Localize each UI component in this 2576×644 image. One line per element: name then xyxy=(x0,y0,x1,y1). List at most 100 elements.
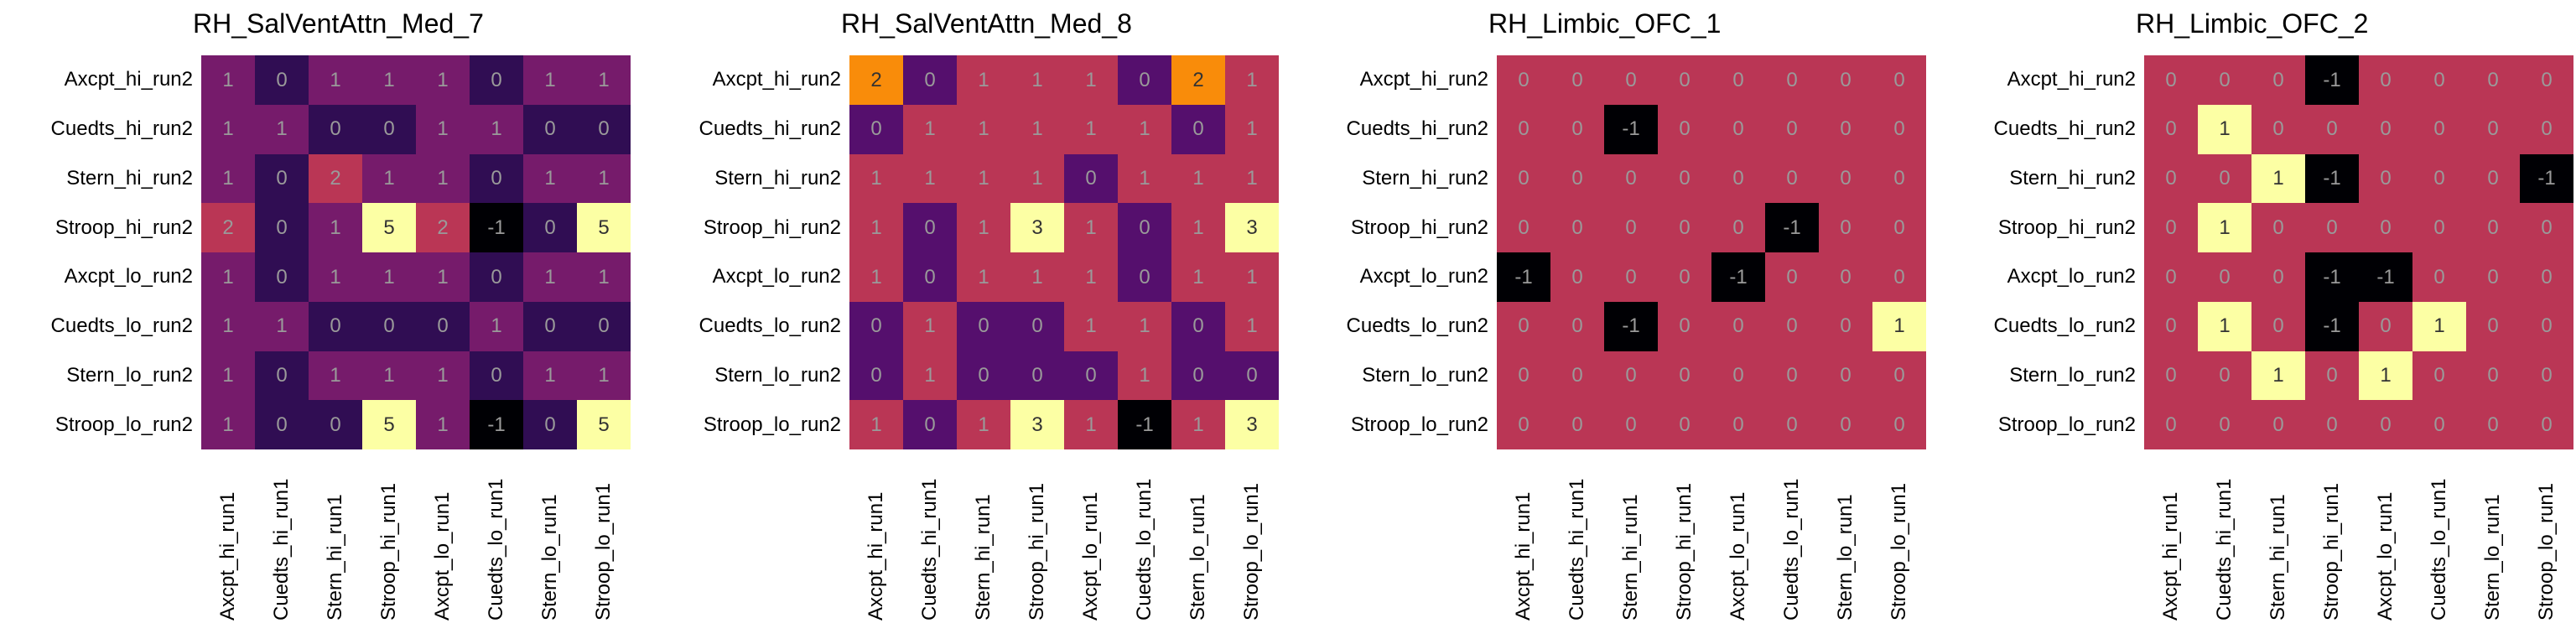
x-tick-label: Stern_lo_run1 xyxy=(538,494,561,621)
heatmap-cell: 1 xyxy=(957,55,1010,105)
heatmap-cell: 0 xyxy=(416,301,470,351)
heatmap-cell: 0 xyxy=(1497,55,1550,105)
x-tick-label: Stern_lo_run1 xyxy=(1834,494,1857,621)
heatmap-cell: -1 xyxy=(1604,301,1658,351)
y-tick-label: Cuedts_hi_run2 xyxy=(1346,117,1488,141)
heatmap-cell: 0 xyxy=(1604,153,1658,204)
heatmap-cell: 0 xyxy=(2466,55,2520,105)
heatmap-cell: 1 xyxy=(201,252,255,302)
heatmap-cell: 0 xyxy=(2198,351,2251,401)
heatmap-cell: 0 xyxy=(1872,153,1926,204)
heatmap-cell: 0 xyxy=(2520,203,2573,253)
heatmap-cell: 1 xyxy=(1064,203,1118,253)
heatmap-cell: 0 xyxy=(2144,55,2198,105)
x-tick-label: Stroop_hi_run1 xyxy=(1673,482,1696,621)
y-tick-label: Axcpt_hi_run2 xyxy=(64,68,193,91)
heatmap-cell: 2 xyxy=(1171,55,1225,105)
heatmap-cell: 1 xyxy=(2359,351,2412,401)
heatmap-cell: 0 xyxy=(1872,400,1926,450)
heatmap-cell: 0 xyxy=(1711,301,1765,351)
heatmap-cell: 0 xyxy=(1604,252,1658,302)
x-tick-label: Stern_hi_run1 xyxy=(324,494,346,621)
heatmap-cell: 0 xyxy=(1010,351,1064,401)
heatmap-cell: 0 xyxy=(577,104,631,154)
heatmap-cell: 1 xyxy=(255,301,309,351)
heatmap-cell: 3 xyxy=(1225,203,1279,253)
heatmap-cell: 0 xyxy=(523,104,577,154)
y-tick-label: Cuedts_lo_run2 xyxy=(1993,314,2136,338)
heatmap-cell: 0 xyxy=(1765,55,1819,105)
heatmap-cell: 0 xyxy=(1765,252,1819,302)
heatmap-cell: 1 xyxy=(1010,104,1064,154)
chart-title: RH_Limbic_OFC_1 xyxy=(1488,8,1722,39)
heatmap-cell: 0 xyxy=(1171,301,1225,351)
heatmap-cell: 5 xyxy=(577,203,631,253)
heatmap-cell: 0 xyxy=(1550,252,1604,302)
heatmap-cell: 1 xyxy=(1064,252,1118,302)
y-tick-label: Stroop_hi_run2 xyxy=(1350,216,1488,239)
heatmap-cell: 0 xyxy=(255,55,309,105)
heatmap-cell: 0 xyxy=(2412,252,2466,302)
heatmap-cell: 2 xyxy=(309,153,362,204)
heatmap-cell: 1 xyxy=(577,351,631,401)
heatmap-cell: 0 xyxy=(2520,351,2573,401)
heatmap-cell: 0 xyxy=(1550,153,1604,204)
heatmap-cell: 5 xyxy=(577,400,631,450)
x-tick-label: Axcpt_hi_run1 xyxy=(216,491,239,621)
heatmap-cell: 1 xyxy=(1225,153,1279,204)
y-tick-label: Stern_hi_run2 xyxy=(1362,166,1488,190)
heatmap-cell: 1 xyxy=(309,252,362,302)
y-tick-label: Axcpt_hi_run2 xyxy=(2007,68,2136,91)
heatmap-cell: 0 xyxy=(2466,104,2520,154)
heatmap-cell: -1 xyxy=(470,203,523,253)
heatmap-cell: 0 xyxy=(1497,153,1550,204)
heatmap-cell: -1 xyxy=(2305,55,2359,105)
heatmap-cell: 0 xyxy=(2305,104,2359,154)
heatmap-cell: 0 xyxy=(2251,252,2305,302)
heatmap-cell: 0 xyxy=(1819,351,1872,401)
heatmap-cell: 1 xyxy=(1118,153,1171,204)
heatmap-cell: 1 xyxy=(1064,104,1118,154)
heatmap-cell: 1 xyxy=(2412,301,2466,351)
x-tick-label: Cuedts_hi_run1 xyxy=(1566,478,1588,621)
heatmap-cell: 1 xyxy=(903,351,957,401)
heatmap-cell: 0 xyxy=(2359,55,2412,105)
heatmap-cell: 0 xyxy=(1497,203,1550,253)
heatmap-cell: 0 xyxy=(1711,203,1765,253)
heatmap-cell: 0 xyxy=(1711,104,1765,154)
heatmap-cell: 1 xyxy=(1064,301,1118,351)
heatmap-cell: 0 xyxy=(577,301,631,351)
y-tick-label: Axcpt_lo_run2 xyxy=(1359,265,1488,288)
heatmap-cell: 0 xyxy=(1497,301,1550,351)
heatmap-cell: 1 xyxy=(201,351,255,401)
heatmap-cell: 2 xyxy=(201,203,255,253)
heatmap-cell: 1 xyxy=(1872,301,1926,351)
y-tick-label: Stroop_lo_run2 xyxy=(55,413,193,436)
heatmap-cell: 0 xyxy=(2466,203,2520,253)
heatmap-cell: 0 xyxy=(309,400,362,450)
heatmap-cell: 1 xyxy=(1171,252,1225,302)
y-tick-label: Stroop_lo_run2 xyxy=(703,413,841,436)
heatmap-cell: 0 xyxy=(1550,55,1604,105)
y-tick-label: Stern_lo_run2 xyxy=(1362,363,1488,387)
heatmap-cell: 1 xyxy=(362,153,416,204)
x-tick-label: Stroop_lo_run1 xyxy=(2535,482,2558,621)
heatmap-cell: 0 xyxy=(1872,104,1926,154)
heatmap-cell: 0 xyxy=(1765,104,1819,154)
y-tick-label: Stroop_lo_run2 xyxy=(1350,413,1488,436)
heatmap-cell: 0 xyxy=(1658,252,1711,302)
heatmap-cell: 1 xyxy=(416,153,470,204)
heatmap-cell: 0 xyxy=(2466,252,2520,302)
heatmap-cell: 1 xyxy=(201,400,255,450)
heatmap-cell: 1 xyxy=(2198,301,2251,351)
y-tick-label: Cuedts_lo_run2 xyxy=(50,314,193,338)
x-tick-label: Stroop_hi_run1 xyxy=(1026,482,1048,621)
heatmap-cell: 1 xyxy=(849,252,903,302)
x-tick-label: Axcpt_lo_run1 xyxy=(431,491,454,621)
heatmap-cell: -1 xyxy=(2305,252,2359,302)
y-tick-label: Cuedts_hi_run2 xyxy=(1993,117,2136,141)
y-tick-label: Stern_hi_run2 xyxy=(2009,166,2136,190)
heatmap-cell: 1 xyxy=(957,400,1010,450)
heatmap-cell: -1 xyxy=(1711,252,1765,302)
y-tick-label: Axcpt_lo_run2 xyxy=(2007,265,2136,288)
